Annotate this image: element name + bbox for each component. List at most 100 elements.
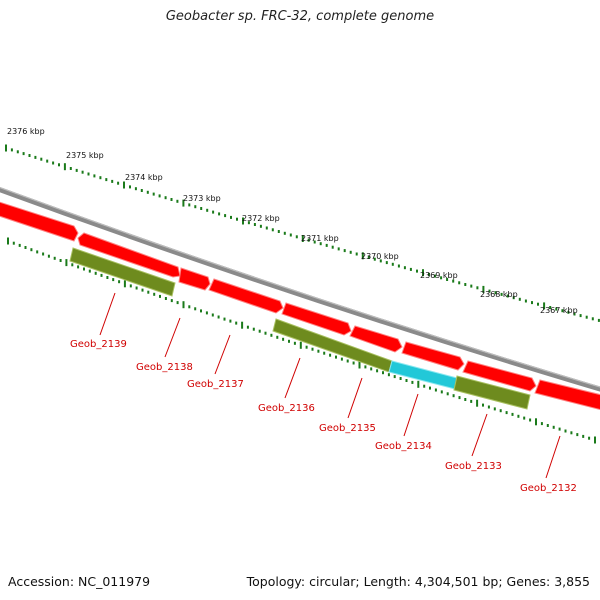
minor-tick — [153, 292, 156, 296]
minor-tick — [429, 386, 431, 390]
minor-tick — [317, 349, 320, 353]
cds-block — [178, 267, 211, 291]
kbp-label: 2371 kbp — [301, 234, 339, 243]
minor-tick — [458, 396, 461, 400]
minor-tick — [582, 434, 585, 438]
minor-tick — [370, 367, 373, 371]
minor-tick — [373, 257, 376, 261]
minor-tick — [591, 317, 594, 321]
minor-tick — [129, 185, 131, 189]
minor-tick — [570, 431, 573, 435]
minor-tick — [325, 243, 328, 247]
minor-tick — [105, 178, 108, 182]
minor-tick — [405, 379, 408, 382]
minor-tick — [585, 315, 588, 319]
locus-label: Geob_2134 — [375, 441, 432, 452]
kbp-label: 2372 kbp — [242, 214, 280, 223]
minor-tick — [500, 292, 503, 296]
minor-tick — [106, 276, 109, 279]
minor-tick — [524, 299, 527, 303]
minor-tick — [511, 412, 514, 416]
minor-tick — [212, 210, 215, 214]
minor-tick — [200, 207, 203, 210]
minor-tick — [12, 241, 15, 245]
minor-tick — [134, 187, 137, 191]
kbp-label: 2376 kbp — [7, 127, 45, 136]
minor-tick — [331, 245, 334, 249]
minor-tick — [152, 192, 155, 196]
locus-label: Geob_2136 — [258, 403, 315, 414]
minor-tick — [411, 380, 414, 384]
major-tick — [543, 302, 546, 310]
minor-tick — [470, 399, 473, 403]
leader-line — [214, 334, 231, 375]
minor-tick — [46, 159, 49, 163]
minor-tick — [53, 256, 56, 260]
minor-tick — [42, 252, 45, 256]
minor-tick — [34, 155, 37, 159]
major-tick — [361, 252, 364, 260]
minor-tick — [230, 215, 232, 219]
minor-tick — [259, 224, 262, 228]
minor-tick — [517, 414, 520, 418]
kbp-label: 2375 kbp — [66, 151, 104, 160]
minor-tick — [88, 269, 91, 273]
minor-tick — [200, 309, 202, 313]
minor-tick — [81, 170, 84, 174]
minor-tick — [276, 335, 279, 339]
major-tick — [594, 436, 596, 444]
minor-tick — [283, 231, 286, 235]
minor-tick — [537, 302, 539, 306]
kbp-label: 2373 kbp — [183, 194, 221, 203]
minor-tick — [288, 339, 290, 343]
minor-tick — [205, 311, 208, 315]
minor-tick — [458, 281, 461, 285]
minor-tick — [271, 228, 274, 232]
minor-tick — [58, 163, 60, 167]
kbp-labels: 2376 kbp 2375 kbp 2374 kbp 2373 kbp 2372… — [7, 127, 578, 315]
major-tick — [65, 259, 68, 267]
minor-tick — [117, 181, 120, 185]
minor-tick — [464, 283, 467, 286]
leader-line — [471, 413, 488, 457]
minor-tick — [206, 208, 209, 212]
minor-tick — [265, 226, 268, 230]
minor-tick — [140, 189, 143, 192]
backbone-line — [0, 187, 600, 392]
minor-tick — [387, 373, 390, 377]
minor-tick — [30, 248, 33, 252]
minor-tick — [135, 286, 138, 290]
minor-tick — [352, 361, 355, 365]
minor-tick — [434, 388, 437, 392]
minor-tick — [93, 174, 96, 178]
cds-track — [0, 201, 600, 410]
leader-line — [403, 393, 419, 437]
minor-tick — [99, 176, 102, 180]
minor-tick — [493, 407, 496, 411]
minor-tick — [146, 190, 149, 194]
minor-tick — [579, 314, 582, 318]
major-tick — [123, 280, 126, 288]
minor-tick — [482, 403, 484, 407]
minor-tick — [246, 325, 249, 329]
minor-tick — [311, 347, 314, 351]
minor-tick — [403, 266, 406, 270]
minor-tick — [512, 296, 515, 300]
cds-block — [0, 201, 79, 242]
minor-tick — [71, 263, 74, 267]
backbone-highlight — [0, 187, 600, 388]
minor-tick — [282, 337, 285, 341]
minor-tick — [446, 278, 449, 281]
minor-tick — [355, 252, 358, 256]
minor-tick — [36, 250, 39, 254]
minor-tick — [597, 318, 600, 322]
minor-tick — [313, 240, 316, 244]
minor-tick — [379, 259, 382, 263]
major-tick — [358, 361, 361, 369]
minor-tick — [364, 365, 367, 369]
minor-tick — [217, 315, 220, 319]
minor-tick — [77, 265, 80, 269]
minor-tick — [399, 377, 402, 380]
minor-tick — [367, 256, 370, 259]
